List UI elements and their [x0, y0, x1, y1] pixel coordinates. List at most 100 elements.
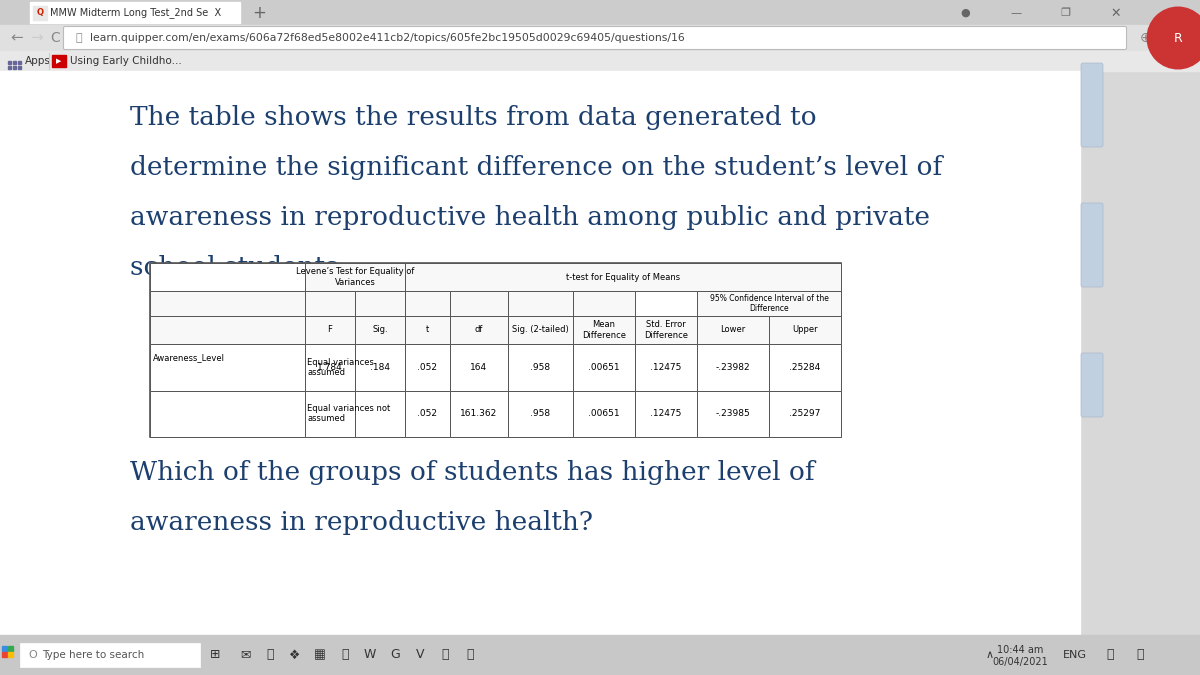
- Text: ENG: ENG: [1063, 650, 1087, 660]
- Bar: [355, 391, 406, 437]
- Text: ★: ★: [1160, 31, 1172, 45]
- Text: Using Early Childho...: Using Early Childho...: [70, 56, 181, 66]
- Bar: [697, 291, 841, 316]
- Text: →: →: [30, 30, 43, 45]
- Text: R: R: [1174, 32, 1182, 45]
- Bar: [8, 646, 13, 651]
- Text: 06/04/2021: 06/04/2021: [992, 657, 1048, 667]
- Text: Equal variances
assumed: Equal variances assumed: [307, 358, 374, 377]
- Text: awareness in reproductive health among public and private: awareness in reproductive health among p…: [130, 205, 930, 230]
- Bar: [305, 316, 355, 344]
- Bar: [8, 66, 11, 69]
- Bar: [355, 344, 406, 391]
- Bar: [450, 316, 508, 344]
- Bar: [635, 316, 697, 344]
- Text: ✉: ✉: [240, 649, 251, 662]
- Text: V: V: [415, 649, 425, 662]
- Bar: [30, 2, 240, 23]
- Bar: [574, 316, 635, 344]
- Bar: [769, 344, 841, 391]
- Text: t-test for Equality of Means: t-test for Equality of Means: [566, 273, 680, 281]
- Bar: [450, 344, 508, 391]
- FancyBboxPatch shape: [64, 26, 1127, 49]
- Bar: [635, 344, 697, 391]
- Bar: [52, 55, 66, 67]
- Bar: [13, 66, 16, 69]
- Text: .184: .184: [370, 362, 390, 372]
- Text: Sig.: Sig.: [372, 325, 388, 335]
- Bar: [574, 291, 635, 316]
- Bar: [0, 635, 1200, 675]
- Text: The table shows the results from data generated to: The table shows the results from data ge…: [130, 105, 817, 130]
- Bar: [355, 316, 406, 344]
- Text: ❐: ❐: [1060, 8, 1070, 18]
- Text: 🔵: 🔵: [467, 649, 474, 662]
- Bar: [406, 291, 450, 316]
- Bar: [305, 391, 355, 437]
- Text: W: W: [364, 649, 376, 662]
- Bar: [0, 25, 1200, 51]
- Text: learn.quipper.com/en/exams/606a72f68ed5e8002e411cb2/topics/605fe2bc19505d0029c69: learn.quipper.com/en/exams/606a72f68ed5e…: [90, 33, 685, 43]
- Text: .25284: .25284: [790, 362, 821, 372]
- Bar: [150, 263, 841, 437]
- Bar: [406, 344, 450, 391]
- Text: .00651: .00651: [588, 409, 620, 418]
- Bar: [150, 263, 305, 291]
- Text: 🟢: 🟢: [442, 649, 449, 662]
- Text: ←: ←: [10, 30, 23, 45]
- Bar: [34, 6, 47, 20]
- Text: Mean
Difference: Mean Difference: [582, 321, 626, 340]
- Text: Type here to search: Type here to search: [42, 650, 144, 660]
- FancyBboxPatch shape: [1081, 63, 1103, 147]
- Bar: [20, 643, 200, 667]
- Bar: [150, 391, 305, 437]
- Bar: [450, 291, 508, 316]
- Bar: [0, 0, 1200, 25]
- Text: .12475: .12475: [650, 409, 682, 418]
- Bar: [769, 316, 841, 344]
- Text: -.23985: -.23985: [715, 409, 750, 418]
- Text: 📁: 📁: [341, 649, 349, 662]
- Text: Sig. (2-tailed): Sig. (2-tailed): [512, 325, 569, 335]
- Text: determine the significant difference on the student’s level of: determine the significant difference on …: [130, 155, 942, 180]
- Bar: [697, 391, 769, 437]
- Text: ⊞: ⊞: [210, 649, 221, 662]
- Text: .25297: .25297: [790, 409, 821, 418]
- Bar: [13, 61, 16, 64]
- FancyBboxPatch shape: [1081, 353, 1103, 417]
- Text: .052: .052: [418, 362, 438, 372]
- Bar: [8, 652, 13, 657]
- Text: ∧: ∧: [986, 650, 994, 660]
- Text: Awareness_Level: Awareness_Level: [154, 354, 226, 362]
- Bar: [355, 291, 406, 316]
- Text: Levene’s Test for Equality of
Variances: Levene’s Test for Equality of Variances: [296, 267, 414, 287]
- Text: ⊕: ⊕: [1140, 31, 1152, 45]
- FancyBboxPatch shape: [1081, 203, 1103, 287]
- Text: Std. Error
Difference: Std. Error Difference: [644, 321, 688, 340]
- Text: 🦊: 🦊: [266, 649, 274, 662]
- Bar: [769, 391, 841, 437]
- Text: 10:44 am: 10:44 am: [997, 645, 1043, 655]
- Text: Upper: Upper: [792, 325, 818, 335]
- Text: .00651: .00651: [588, 362, 620, 372]
- Text: 95% Confidence Interval of the
Difference: 95% Confidence Interval of the Differenc…: [709, 294, 828, 313]
- Text: ▶: ▶: [56, 58, 61, 64]
- Text: awareness in reproductive health?: awareness in reproductive health?: [130, 510, 593, 535]
- Text: 💬: 💬: [1106, 649, 1114, 662]
- Bar: [508, 316, 574, 344]
- Text: school students.: school students.: [130, 255, 347, 280]
- Text: df: df: [475, 325, 484, 335]
- Bar: [574, 344, 635, 391]
- Bar: [508, 291, 574, 316]
- Bar: [406, 391, 450, 437]
- Text: Equal variances not
assumed: Equal variances not assumed: [307, 404, 390, 423]
- Bar: [697, 344, 769, 391]
- Text: Apps: Apps: [25, 56, 50, 66]
- Text: 🔊: 🔊: [1136, 649, 1144, 662]
- Text: O: O: [28, 650, 37, 660]
- Bar: [8, 61, 11, 64]
- Text: ❖: ❖: [289, 649, 301, 662]
- Text: F: F: [328, 325, 332, 335]
- Bar: [305, 291, 355, 316]
- Bar: [18, 61, 22, 64]
